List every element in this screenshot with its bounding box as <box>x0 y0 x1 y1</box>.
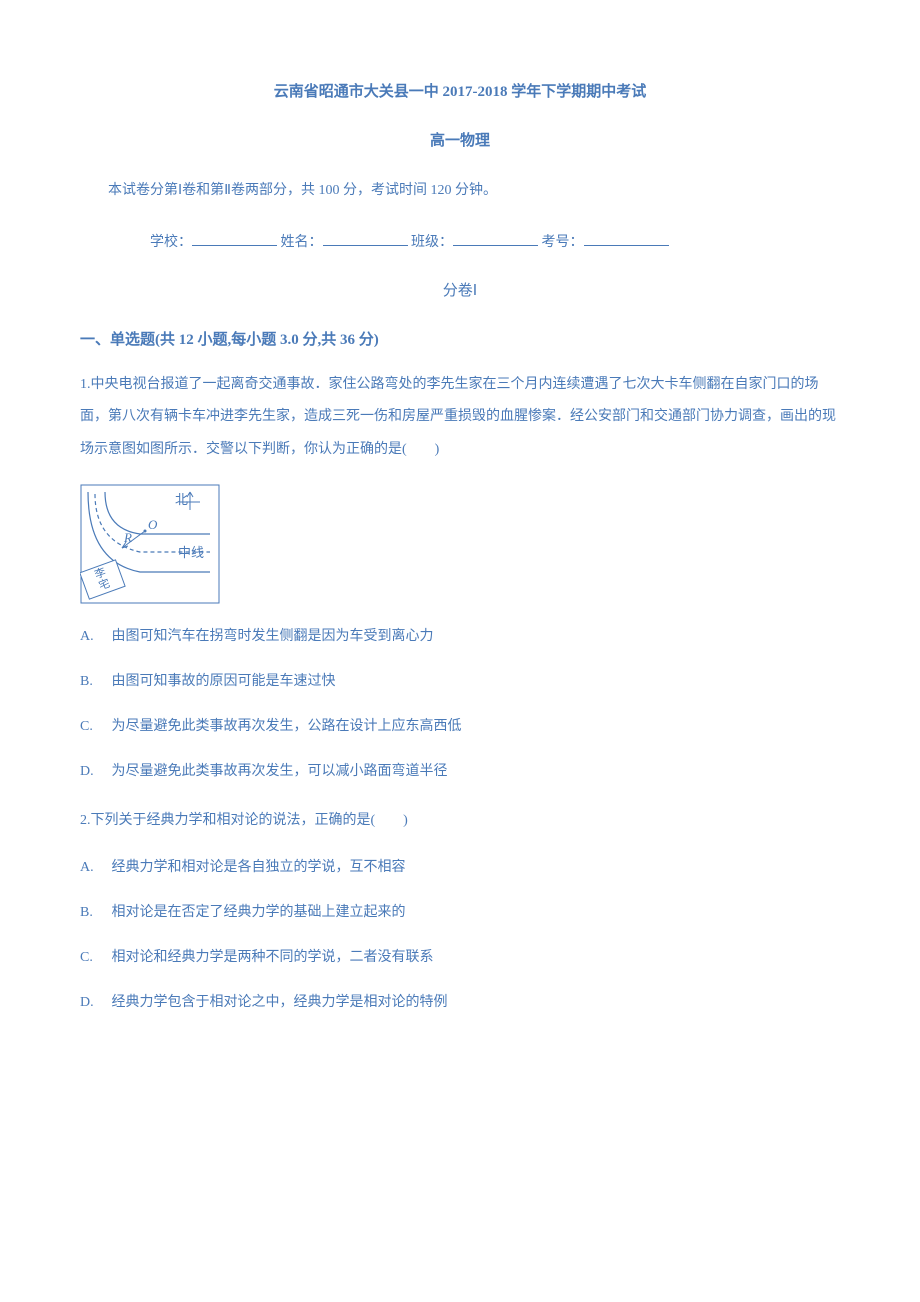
q1-option-d-letter: D. <box>80 759 108 784</box>
name-underline <box>323 232 408 246</box>
question-2-text: 下列关于经典力学和相对论的说法，正确的是( ) <box>91 813 408 828</box>
road-diagram-svg: 北 O R 中线 李 宅 <box>80 484 220 604</box>
q1-option-b-letter: B. <box>80 669 108 694</box>
q2-option-d: D. 经典力学包含于相对论之中，经典力学是相对论的特例 <box>80 990 840 1015</box>
q1-option-d: D. 为尽量避免此类事故再次发生，可以减小路面弯道半径 <box>80 759 840 784</box>
q1-option-a-text: 由图可知汽车在拐弯时发生侧翻是因为车受到离心力 <box>112 629 434 644</box>
q2-option-b: B. 相对论是在否定了经典力学的基础上建立起来的 <box>80 900 840 925</box>
question-1-number: 1 <box>80 377 87 392</box>
q1-option-b-text: 由图可知事故的原因可能是车速过快 <box>112 674 336 689</box>
form-line: 学校： 姓名： 班级： 考号： <box>80 231 840 251</box>
q2-option-c: C. 相对论和经典力学是两种不同的学说，二者没有联系 <box>80 945 840 970</box>
q2-option-d-letter: D. <box>80 990 108 1015</box>
q1-option-c-letter: C. <box>80 714 108 739</box>
class-underline <box>453 232 538 246</box>
school-underline <box>192 232 277 246</box>
school-label: 学校： <box>150 235 192 250</box>
examno-label: 考号： <box>542 235 584 250</box>
question-2-number: 2 <box>80 813 87 828</box>
question-2: 2.下列关于经典力学和相对论的说法，正确的是( ) <box>80 805 840 837</box>
examno-underline <box>584 232 669 246</box>
q2-option-c-text: 相对论和经典力学是两种不同的学说，二者没有联系 <box>112 950 434 965</box>
question-1-text: 中央电视台报道了一起离奇交通事故．家住公路弯处的李先生家在三个月内连续遭遇了七次… <box>80 377 836 456</box>
q2-option-b-text: 相对论是在否定了经典力学的基础上建立起来的 <box>112 905 406 920</box>
section-title: 一、单选题(共 12 小题,每小题 3.0 分,共 36 分) <box>80 328 840 349</box>
instruction-text: 本试卷分第Ⅰ卷和第Ⅱ卷两部分，共 100 分，考试时间 120 分钟。 <box>80 178 840 203</box>
q1-option-a-letter: A. <box>80 624 108 649</box>
q2-option-c-letter: C. <box>80 945 108 970</box>
north-label: 北 <box>175 492 188 507</box>
section-header: 分卷Ⅰ <box>80 279 840 300</box>
class-label: 班级： <box>411 235 453 250</box>
q1-option-b: B. 由图可知事故的原因可能是车速过快 <box>80 669 840 694</box>
midline-label: 中线 <box>178 545 204 560</box>
question-1: 1.中央电视台报道了一起离奇交通事故．家住公路弯处的李先生家在三个月内连续遭遇了… <box>80 369 840 466</box>
q1-option-d-text: 为尽量避免此类事故再次发生，可以减小路面弯道半径 <box>112 764 448 779</box>
document-title: 云南省昭通市大关县一中 2017-2018 学年下学期期中考试 <box>80 80 840 101</box>
q1-option-c: C. 为尽量避免此类事故再次发生，公路在设计上应东高西低 <box>80 714 840 739</box>
name-label: 姓名： <box>281 235 323 250</box>
q2-option-a-letter: A. <box>80 855 108 880</box>
radius-r-label: R <box>123 530 132 545</box>
q1-option-c-text: 为尽量避免此类事故再次发生，公路在设计上应东高西低 <box>112 719 462 734</box>
q2-option-b-letter: B. <box>80 900 108 925</box>
q2-option-a-text: 经典力学和相对论是各自独立的学说，互不相容 <box>112 860 406 875</box>
page-wrapper: 云南省昭通市大关县一中 2017-2018 学年下学期期中考试 高一物理 本试卷… <box>80 80 840 1015</box>
q2-option-a: A. 经典力学和相对论是各自独立的学说，互不相容 <box>80 855 840 880</box>
q2-option-d-text: 经典力学包含于相对论之中，经典力学是相对论的特例 <box>112 995 448 1010</box>
q1-option-a: A. 由图可知汽车在拐弯时发生侧翻是因为车受到离心力 <box>80 624 840 649</box>
document-subtitle: 高一物理 <box>80 129 840 150</box>
center-o-label: O <box>148 517 158 532</box>
question-1-figure: 北 O R 中线 李 宅 <box>80 484 840 604</box>
